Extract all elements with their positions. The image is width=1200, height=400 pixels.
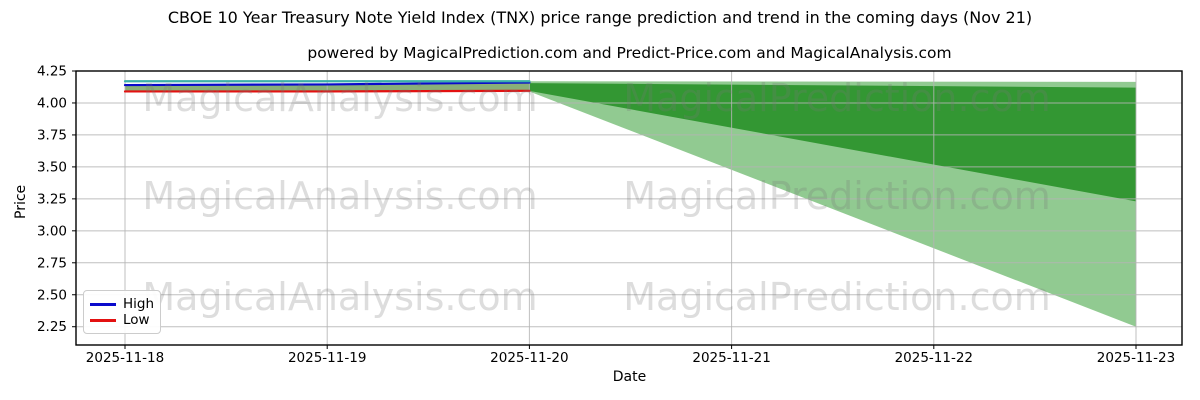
series-line-high — [123, 81, 531, 87]
band-prediction-inner — [529, 83, 1136, 202]
x-tick-label: 2025-11-19 — [288, 350, 366, 366]
y-tick-label: 3.25 — [37, 191, 67, 207]
legend: High Low — [83, 290, 161, 334]
y-tick-label: 2.25 — [37, 319, 67, 335]
axes-frame — [75, 70, 1183, 346]
legend-swatch-high — [90, 302, 116, 306]
x-axis-label: Date — [612, 369, 647, 385]
y-tick-label: 3.75 — [37, 127, 67, 143]
chart-subtitle: powered by MagicalPrediction.com and Pre… — [307, 44, 952, 62]
x-tick-label: 2025-11-23 — [1097, 350, 1175, 366]
axis-ticks: 2025-11-18 2025-11-19 2025-11-20 2025-11-21… — [37, 64, 1175, 367]
legend-item-low: Low — [90, 312, 154, 328]
y-axis-label: Price — [13, 184, 29, 219]
x-tick-label: 2025-11-22 — [895, 350, 973, 366]
legend-item-high: High — [90, 296, 154, 312]
prediction-bands — [125, 81, 1136, 327]
legend-label: Low — [123, 312, 150, 328]
y-tick-label: 4.25 — [37, 64, 67, 80]
plot-border — [75, 70, 1183, 346]
series-lines — [123, 80, 531, 93]
y-tick-label: 2.75 — [37, 255, 67, 271]
y-tick-label: 3.00 — [37, 223, 67, 239]
legend-label: High — [123, 296, 155, 312]
x-tick-label: 2025-11-18 — [86, 350, 164, 366]
series-line-low — [123, 89, 531, 93]
x-tick-label: 2025-11-20 — [490, 350, 568, 366]
chart-title: CBOE 10 Year Treasury Note Yield Index (… — [167, 8, 1033, 27]
y-tick-label: 4.00 — [37, 95, 67, 111]
legend-swatch-low — [90, 318, 116, 322]
x-tick-label: 2025-11-21 — [692, 350, 770, 366]
y-tick-label: 3.50 — [37, 159, 67, 175]
y-tick-label: 2.50 — [37, 287, 67, 303]
